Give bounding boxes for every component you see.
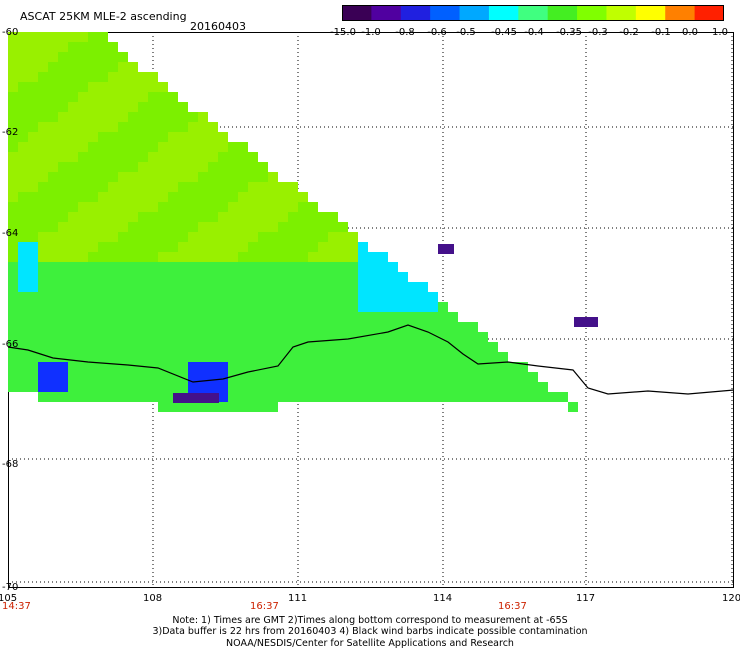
- footer-note-2: 3)Data buffer is 22 hrs from 20160403 4)…: [152, 626, 588, 637]
- colorbar-segment: [665, 5, 696, 21]
- colorbar-segment: [400, 5, 431, 21]
- longitude-label: 111: [288, 593, 308, 604]
- latitude-label: -60: [2, 27, 19, 38]
- latitude-label: -70: [2, 582, 19, 593]
- colorbar-segment: [371, 5, 402, 21]
- colorbar: [342, 5, 724, 21]
- footer-note-1: Note: 1) Times are GMT 2)Times along bot…: [172, 615, 568, 626]
- footer-note-3: NOAA/NESDIS/Center for Satellite Applica…: [226, 638, 514, 649]
- colorbar-segment: [606, 5, 637, 21]
- latitude-label: -68: [2, 459, 19, 470]
- colorbar-segment: [547, 5, 578, 21]
- latitude-label: -64: [2, 228, 19, 239]
- longitude-label: 108: [143, 593, 163, 604]
- colorbar-segment: [518, 5, 549, 21]
- antarctic-coastline: [8, 324, 734, 395]
- colorbar-segment: [694, 5, 724, 21]
- longitude-label: 120: [722, 593, 740, 604]
- longitude-label: 114: [433, 593, 453, 604]
- longitude-label: 117: [576, 593, 596, 604]
- measurement-time-label: 14:37: [2, 601, 31, 612]
- colorbar-segment: [577, 5, 607, 21]
- latitude-label: -66: [2, 339, 19, 350]
- colorbar-segment: [635, 5, 666, 21]
- map-plot: [8, 32, 734, 588]
- longitude-label: 105: [0, 593, 18, 604]
- latitude-label: -62: [2, 127, 19, 138]
- colorbar-segment: [459, 5, 490, 21]
- product-date: 20160403: [190, 20, 246, 33]
- product-title: ASCAT 25KM MLE-2 ascending: [20, 10, 187, 23]
- measurement-time-label: 16:37: [498, 601, 527, 612]
- colorbar-segment: [488, 5, 519, 21]
- colorbar-segment: [342, 5, 372, 21]
- measurement-time-label: 16:37: [250, 601, 279, 612]
- colorbar-segment: [430, 5, 461, 21]
- wind-data-cells: [8, 32, 598, 412]
